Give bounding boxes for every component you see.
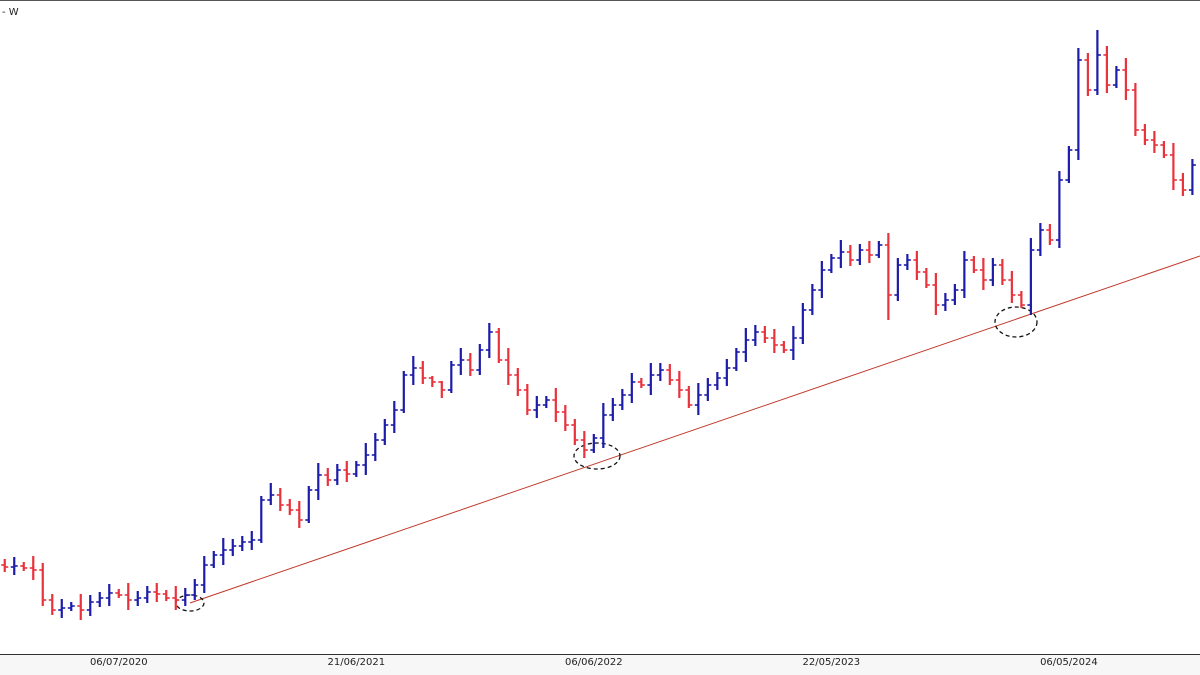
support-circle (175, 594, 205, 612)
x-tick-label: 06/07/2020 (90, 657, 148, 668)
support-circle (994, 306, 1038, 338)
x-tick-label: 06/06/2022 (565, 657, 623, 668)
x-tick-label: 06/05/2024 (1040, 657, 1098, 668)
support-circle (573, 442, 621, 470)
chart-title: - W (2, 7, 19, 18)
x-axis-band (0, 655, 1200, 675)
x-tick-label: 21/06/2021 (327, 657, 385, 668)
x-tick-label: 22/05/2023 (803, 657, 861, 668)
